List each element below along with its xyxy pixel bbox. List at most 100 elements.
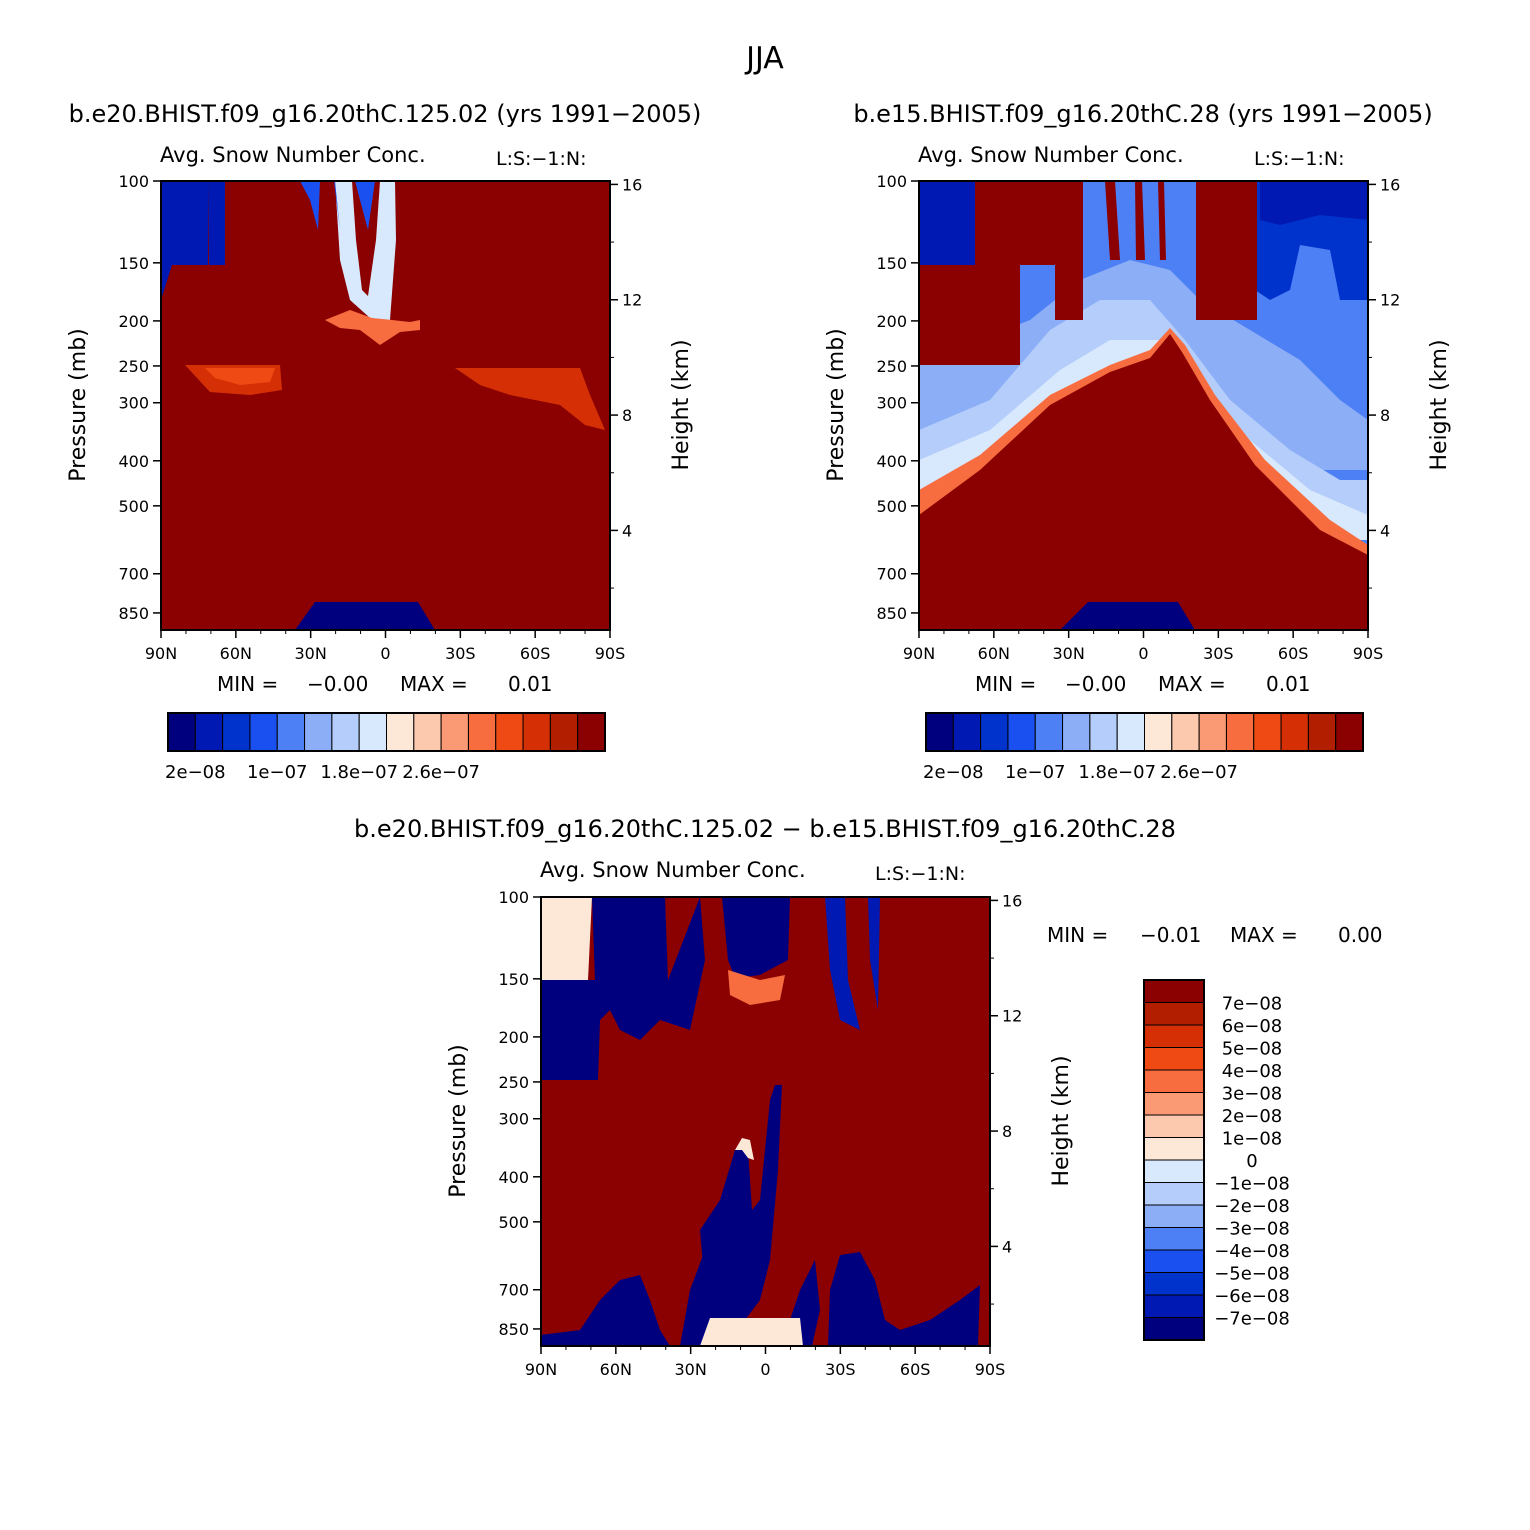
panel-1-ylabel-right: Height (km) [669, 339, 694, 470]
colorbar-label: −3e−08 [1214, 1219, 1290, 1240]
x-tick-label: 60N [600, 1360, 632, 1379]
x-tick-label: 30S [1203, 644, 1234, 663]
y-right-tick-label: 4 [622, 521, 632, 540]
panel-1-plot [161, 181, 610, 630]
colorbar-label: 5e−08 [1222, 1039, 1283, 1060]
panel-1-ylabel: Pressure (mb) [66, 328, 91, 482]
panel-2-region-upper-red-right [1196, 181, 1257, 320]
y-tick-label: 400 [118, 452, 149, 471]
colorbar-swatch [440, 712, 469, 752]
colorbar-frame [925, 712, 1364, 752]
colorbar-swatch [1116, 712, 1145, 752]
panel-1-min-label: MIN = [217, 672, 278, 696]
y-tick-label: 400 [876, 452, 907, 471]
y-tick-label: 850 [118, 604, 149, 623]
panel-3-region-lower-surface-light [700, 1318, 803, 1346]
y-tick-label: 300 [498, 1110, 529, 1129]
panel-2-region-main-red [919, 334, 1368, 630]
panel-3-axes: 90N 60N 30N 0 30S 60S 90S 100 150 200 250 300 400 500… [498, 888, 1022, 1379]
colorbar-swatch [1143, 1069, 1205, 1093]
panel-2-case-title: b.e15.BHIST.f09_g16.20thC.28 (yrs 1991−2… [853, 100, 1432, 128]
x-tick-label: 0 [760, 1360, 770, 1379]
panel-2-region-upper-darker [1260, 181, 1368, 225]
x-tick-label: 60S [900, 1360, 931, 1379]
panel-2-ylabel: Pressure (mb) [824, 328, 849, 482]
x-tick-label: 30N [1053, 644, 1085, 663]
panel-3-region-center-plume [700, 1085, 782, 1320]
panel-2-units: L:S:−1:N: [1254, 148, 1344, 170]
panel-2-max-label: MAX = [1158, 672, 1226, 696]
colorbar-swatch [1143, 1227, 1205, 1251]
panel-1-region-upper-orange [325, 310, 420, 345]
panel-1-region-surface-blue [295, 602, 435, 630]
x-tick-label: 60N [220, 644, 252, 663]
colorbar-swatch [222, 712, 251, 752]
colorbar-label: −4e−08 [1214, 1241, 1290, 1262]
colorbar-label: 2e−08 [1222, 1106, 1283, 1127]
figure-title: JJA [744, 41, 784, 76]
colorbar-swatch [980, 712, 1009, 752]
y-tick-label: 300 [118, 394, 149, 413]
colorbar-label: −6e−08 [1214, 1286, 1290, 1307]
y-tick-label: 500 [498, 1213, 529, 1232]
x-tick-label: 60N [978, 644, 1010, 663]
colorbar-label: 1e−07 [1005, 762, 1066, 783]
panel-3-min-value: −0.01 [1140, 923, 1201, 947]
panel-3: b.e20.BHIST.f09_g16.20thC.125.02 − b.e15… [354, 815, 1382, 1379]
colorbar-swatch [1143, 979, 1205, 1003]
colorbar-swatch [1143, 1204, 1205, 1228]
panel-3-region-upper-right-blue [825, 897, 880, 1030]
colorbar-swatch [413, 712, 442, 752]
panel-3-case-title: b.e20.BHIST.f09_g16.20thC.125.02 − b.e15… [354, 815, 1176, 843]
colorbar-swatch [1225, 712, 1255, 752]
y-tick-label: 100 [118, 172, 149, 191]
y-tick-label: 150 [118, 254, 149, 273]
panel-2-plot [919, 181, 1368, 630]
colorbar-swatch [925, 712, 954, 752]
panel-1: b.e20.BHIST.f09_g16.20thC.125.02 (yrs 19… [66, 100, 701, 783]
panel-2-max-value: 0.01 [1266, 672, 1311, 696]
colorbar-swatch [1143, 1024, 1205, 1048]
y-tick-label: 100 [876, 172, 907, 191]
x-tick-label: 30S [445, 644, 476, 663]
colorbar-label: 1.8e−07 [320, 762, 398, 783]
x-tick-label: 0 [380, 644, 390, 663]
colorbar-swatch [331, 712, 360, 752]
colorbar-swatch [194, 712, 224, 752]
y-right-tick-label: 12 [1002, 1007, 1022, 1026]
panel-1-max-value: 0.01 [508, 672, 553, 696]
y-tick-label: 150 [876, 254, 907, 273]
colorbar-label: −2e−08 [1214, 1196, 1290, 1217]
colorbar-label: 0 [1246, 1151, 1257, 1172]
y-tick-label: 700 [876, 565, 907, 584]
y-tick-label: 150 [498, 970, 529, 989]
panel-3-min-label: MIN = [1047, 923, 1108, 947]
panel-1-units: L:S:−1:N: [496, 148, 586, 170]
panel-2-axes: 90N 60N 30N 0 30S 60S 90S 100 150 200 250 300 400 500… [876, 172, 1400, 663]
panel-3-ylabel-right: Height (km) [1049, 1055, 1074, 1186]
x-tick-label: 60S [520, 644, 551, 663]
colorbar-label: 7e−08 [1222, 994, 1283, 1015]
y-tick-label: 250 [498, 1073, 529, 1092]
x-tick-label: 60S [1278, 644, 1309, 663]
y-tick-label: 100 [498, 888, 529, 907]
y-tick-label: 300 [876, 394, 907, 413]
panel-1-case-title: b.e20.BHIST.f09_g16.20thC.125.02 (yrs 19… [69, 100, 702, 128]
y-right-tick-label: 8 [622, 406, 632, 425]
panel-2-region-upper-red-left [919, 181, 1083, 365]
colorbar-swatch [1007, 712, 1036, 752]
colorbar-label: −5e−08 [1214, 1264, 1290, 1285]
colorbar-label: −1e−08 [1214, 1174, 1290, 1195]
panel-3-max-value: 0.00 [1338, 923, 1383, 947]
x-tick-label: 30S [825, 1360, 856, 1379]
colorbar-swatch [549, 712, 579, 752]
panel-3-region-lower-right-blue [828, 1252, 980, 1346]
colorbar-swatch [1335, 712, 1364, 752]
x-tick-label: 90S [595, 644, 626, 663]
colorbar-swatch [1143, 1137, 1205, 1161]
colorbar-swatch [1144, 712, 1173, 752]
colorbar-swatch [1143, 1159, 1205, 1183]
x-tick-label: 90N [145, 644, 177, 663]
panel-3-max-label: MAX = [1230, 923, 1298, 947]
colorbar-swatch [1143, 1047, 1205, 1071]
